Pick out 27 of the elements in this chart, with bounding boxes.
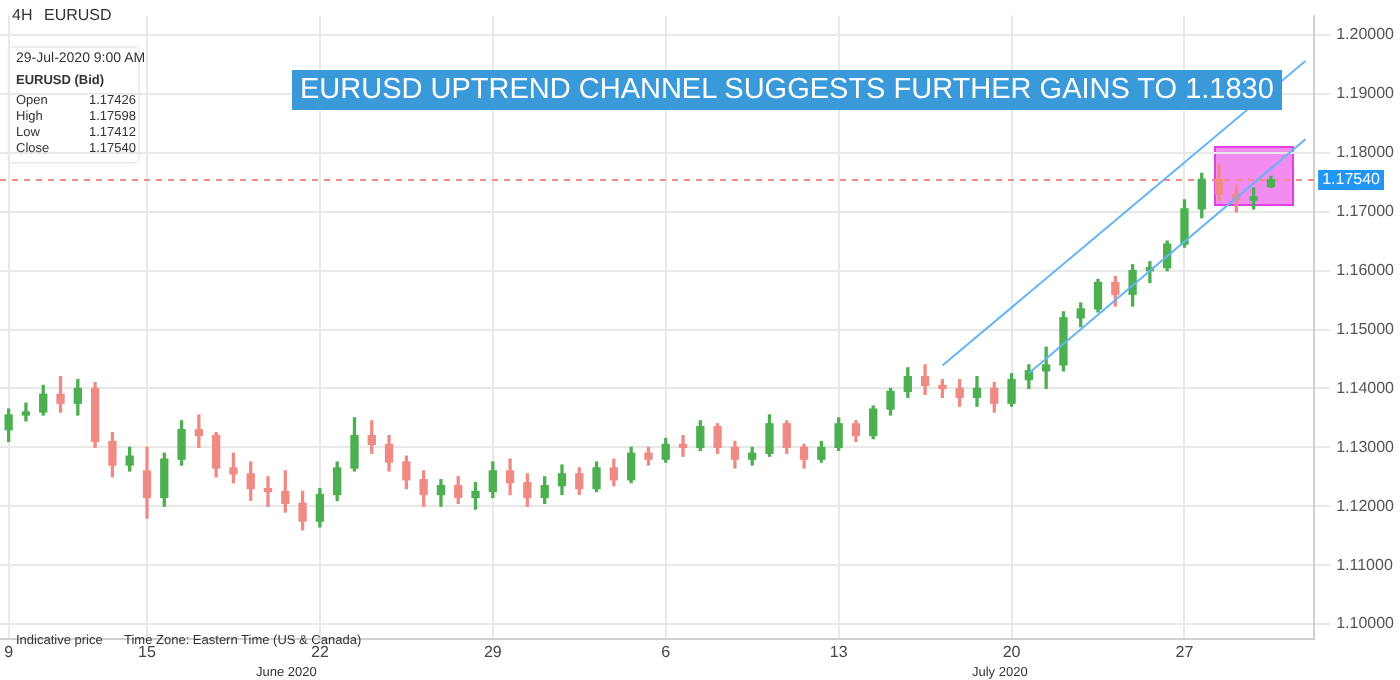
y-tick-label: 1.16000 <box>1336 261 1396 280</box>
y-tick-label: 1.15000 <box>1336 319 1396 338</box>
candlestick <box>1041 346 1051 390</box>
x-tick-label: 20 <box>1002 642 1022 661</box>
annotation: 4H <box>12 6 33 24</box>
x-tick-label: 22 <box>310 642 330 661</box>
candlestick <box>194 414 204 449</box>
text: EURUSD UPTREND CHANNEL SUGGESTS FURTHER GAINS TO 1.1830 <box>292 70 1282 110</box>
x-tick-label: 15 <box>138 642 157 661</box>
y-tick-label: 1.20000 <box>1336 25 1396 44</box>
candlestick <box>263 476 273 507</box>
y-tick-label: 1.17000 <box>1336 202 1396 221</box>
x-tick-label: 27 <box>1175 642 1195 661</box>
y-tick-label: 1.10000 <box>1336 614 1396 633</box>
y-tick-label: 1.12000 <box>1336 496 1396 515</box>
x-tick-label: 6 <box>661 642 672 661</box>
y-tick-label: 1.14000 <box>1336 378 1396 397</box>
y-tick-label: 1.13000 <box>1336 437 1396 456</box>
x-tick-label: 29 <box>483 642 503 661</box>
annotation: EURUSD <box>44 6 112 24</box>
x-tick-label: 9 <box>4 642 15 661</box>
ref-line-label: 1.17540 <box>1322 170 1382 189</box>
y-tick-label: 1.19000 <box>1336 84 1396 103</box>
y-tick-label: 1.11000 <box>1336 555 1394 574</box>
candlestick <box>678 434 688 457</box>
y-tick-label: 1.18000 <box>1336 143 1396 162</box>
x-tick-label: 13 <box>829 642 849 661</box>
